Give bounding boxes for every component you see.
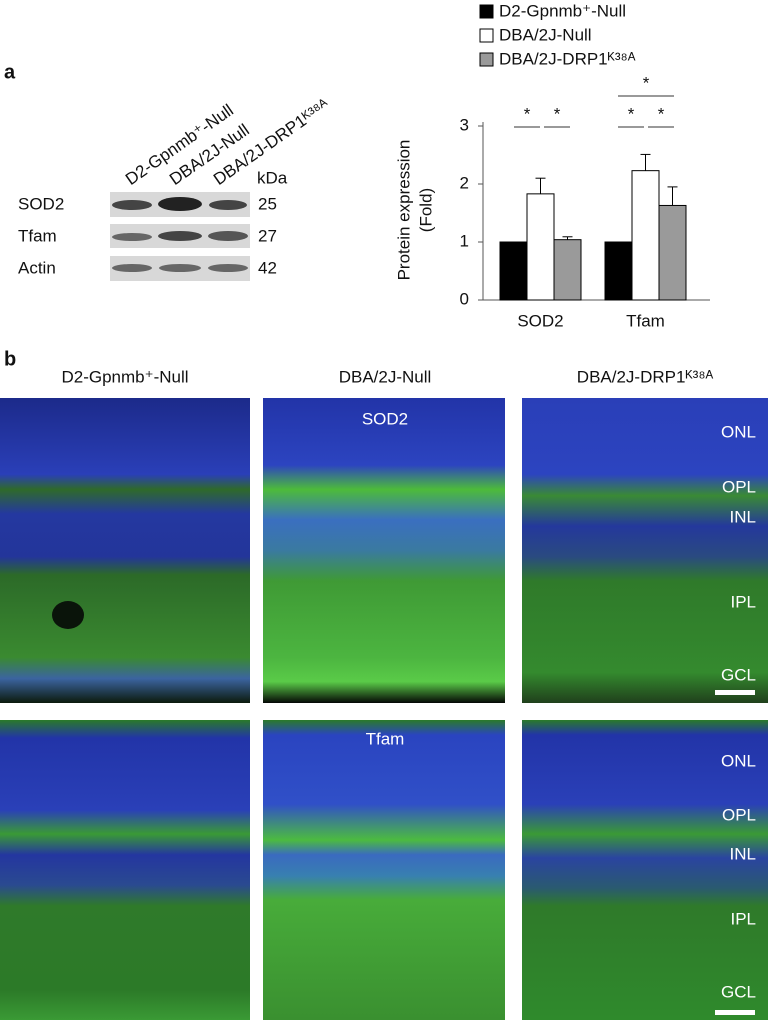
legend-label: DBA/2J-Null (499, 25, 592, 44)
layer-label: INL (730, 844, 756, 863)
legend-label: DBA/2J-DRP1ᴷ³⁸ᴬ (499, 49, 636, 68)
blot-unit: kDa (257, 168, 288, 187)
bar (604, 241, 633, 301)
significance-star: * (658, 104, 665, 123)
layer-label: IPL (730, 592, 756, 611)
stain-label: SOD2 (362, 409, 408, 428)
blot-protein: Actin (18, 258, 56, 277)
blot (110, 192, 250, 281)
layer-label: OPL (722, 805, 756, 824)
layer-label: INL (730, 507, 756, 526)
layer-label: OPL (722, 477, 756, 496)
layer-label: ONL (721, 422, 756, 441)
bar (499, 241, 528, 301)
blot-protein: SOD2 (18, 194, 64, 213)
bar (553, 239, 582, 301)
stain-label: Tfam (366, 729, 405, 748)
y-axis-label: Protein expression (394, 140, 413, 281)
image-column: D2-Gpnmb⁺-Null (61, 367, 188, 386)
y-axis-label: (Fold) (416, 188, 435, 232)
blot-protein: Tfam (18, 226, 57, 245)
significance-star: * (554, 104, 561, 123)
significance-star: * (524, 104, 531, 123)
significance-star: * (628, 104, 635, 123)
blot-kda: 27 (258, 226, 277, 245)
y-tick-label: 1 (460, 231, 469, 250)
image-column: DBA/2J-DRP1ᴷ³⁸ᴬ (577, 367, 714, 386)
panel-label: b (4, 348, 16, 370)
legend-label: D2-Gpnmb⁺-Null (499, 1, 626, 20)
x-tick-label: SOD2 (517, 311, 563, 330)
layer-label: IPL (730, 909, 756, 928)
legend-swatch (479, 4, 494, 19)
bar-chart: 0 1 2 3 Protein expression (Fold) SOD2 Tfam * * * *… (394, 1, 710, 330)
layer-label: GCL (721, 665, 756, 684)
x-tick-label: Tfam (626, 311, 665, 330)
bar (631, 170, 660, 301)
y-tick-label: 0 (460, 289, 469, 308)
image-column: DBA/2J-Null (339, 367, 432, 386)
micrographs (0, 398, 768, 1020)
bar (658, 204, 687, 301)
layer-label: ONL (721, 751, 756, 770)
legend-swatch (479, 52, 494, 67)
panel-label: a (4, 61, 16, 83)
y-tick-label: 2 (460, 173, 469, 192)
blot-kda: 42 (258, 258, 277, 277)
legend-swatch (479, 28, 494, 43)
y-tick-label: 3 (460, 115, 469, 134)
bar (526, 193, 555, 301)
layer-label: GCL (721, 982, 756, 1001)
significance-star: * (643, 73, 650, 92)
blot-kda: 25 (258, 194, 277, 213)
